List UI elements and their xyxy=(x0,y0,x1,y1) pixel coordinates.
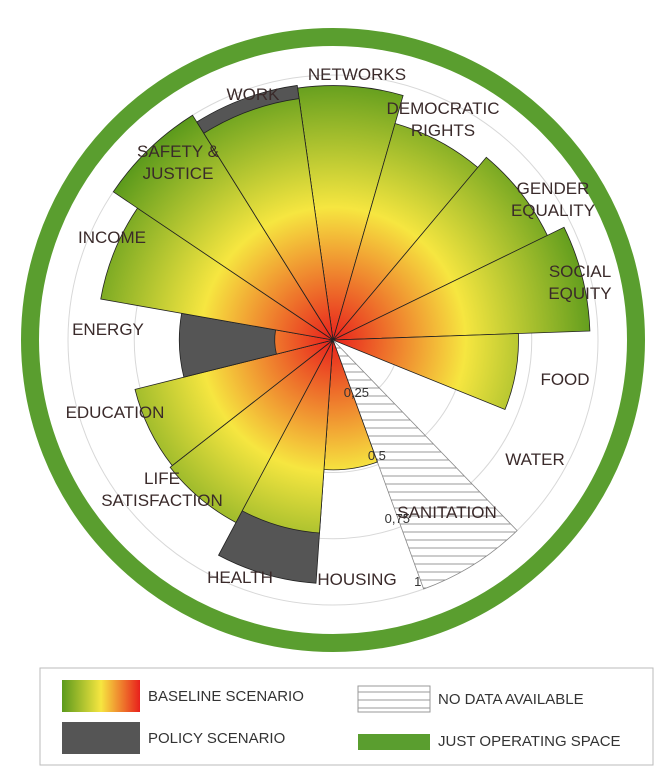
boundary-ring xyxy=(21,28,645,652)
category-label: HEALTH xyxy=(207,568,273,587)
category-label: GENDER EQUALITY xyxy=(510,179,596,220)
r-tick-label: 0,75 xyxy=(385,511,410,526)
category-label: FOOD xyxy=(540,370,590,389)
r-tick-label: 0,25 xyxy=(344,385,369,400)
baseline-wedge xyxy=(203,98,334,341)
baseline-wedge xyxy=(169,339,334,524)
category-label: NETWORKS xyxy=(307,65,407,84)
category-label: WORK xyxy=(226,85,280,104)
legend-swatch xyxy=(62,680,140,712)
legend-box xyxy=(39,667,654,766)
category-label: SANITATION xyxy=(397,503,497,522)
baseline-wedge xyxy=(134,339,334,467)
legend-label: BASELINE SCENARIO xyxy=(148,688,304,705)
category-label: ENERGY xyxy=(72,320,144,339)
category-label: LIFE SATISFACTION xyxy=(101,469,223,510)
grid-circle xyxy=(67,74,599,606)
category-label: EDUCATION xyxy=(65,403,165,422)
legend-swatch xyxy=(357,685,431,713)
legend-label: NO DATA AVAILABLE xyxy=(438,691,584,708)
category-label: HOUSING xyxy=(317,570,397,589)
category-label: SAFETY & JUSTICE xyxy=(137,142,219,183)
category-label: WATER xyxy=(505,450,565,469)
legend-label: JUST OPERATING SPACE xyxy=(438,733,621,750)
legend-swatch xyxy=(358,734,430,750)
legend-swatch xyxy=(62,722,140,754)
legend-label: POLICY SCENARIO xyxy=(148,730,285,747)
baseline-wedge xyxy=(112,114,334,341)
category-label: SOCIAL EQUITY xyxy=(548,262,612,303)
category-label: INCOME xyxy=(78,228,146,247)
baseline-wedge xyxy=(297,85,404,341)
baseline-wedge xyxy=(332,333,519,411)
no-data-wedge xyxy=(332,339,518,590)
r-tick-label: 1 xyxy=(414,574,421,589)
baseline-wedge xyxy=(332,226,591,341)
category-label: DEMOCRATIC RIGHTS xyxy=(386,99,500,140)
r-tick-label: 0,5 xyxy=(368,448,386,463)
